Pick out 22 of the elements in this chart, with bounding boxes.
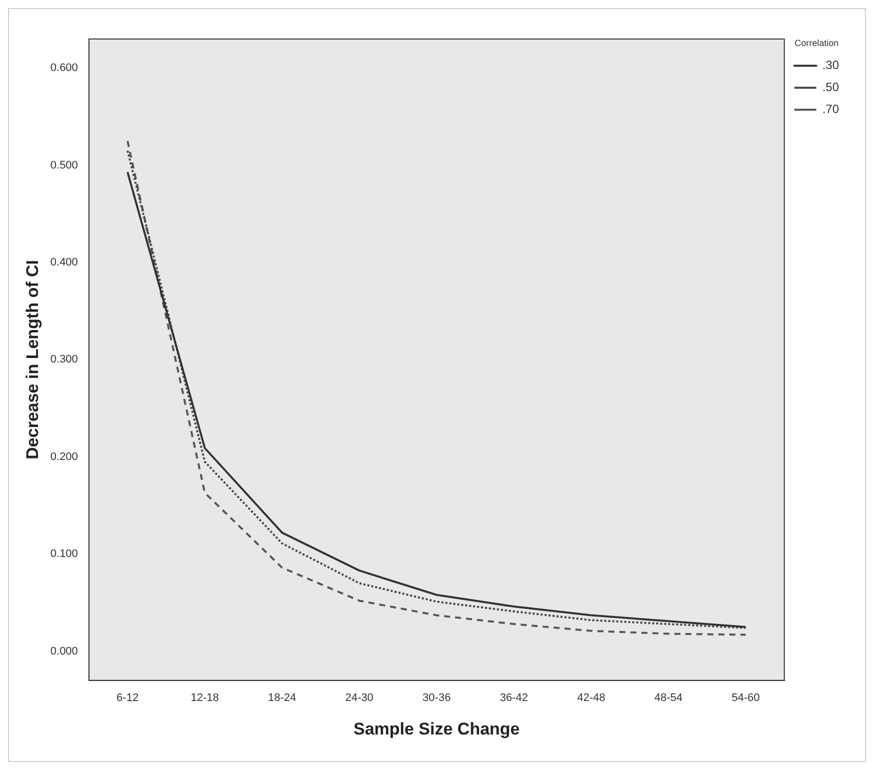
y-tick-label: 0.400 [50,256,78,269]
legend-title: Correlation [794,38,839,48]
x-tick-label: 42-48 [577,692,606,704]
x-tick-label: 24-30 [345,692,374,704]
x-tick-label: 54-60 [732,692,760,704]
y-tick-label: 0.200 [50,450,78,463]
y-axis-title: Decrease in Length of CI [22,260,42,460]
legend-label: .30 [822,58,840,72]
y-tick-label: 0.600 [50,62,78,74]
x-tick-label: 18-24 [268,692,296,704]
x-tick-label: 36-42 [500,692,528,704]
x-tick-label: 30-36 [422,692,451,704]
y-tick-label: 0.500 [50,159,78,172]
x-tick-label: 6-12 [116,692,139,704]
x-tick-label: 12-18 [190,692,219,704]
y-tick-label: 0.100 [50,548,78,560]
x-axis-title: Sample Size Change [353,719,520,738]
y-tick-label: 0.000 [50,645,78,658]
x-tick-label: 48-54 [654,692,682,704]
legend-label: .70 [822,102,840,116]
legend-label: .50 [822,80,840,94]
y-tick-label: 0.300 [50,354,78,366]
